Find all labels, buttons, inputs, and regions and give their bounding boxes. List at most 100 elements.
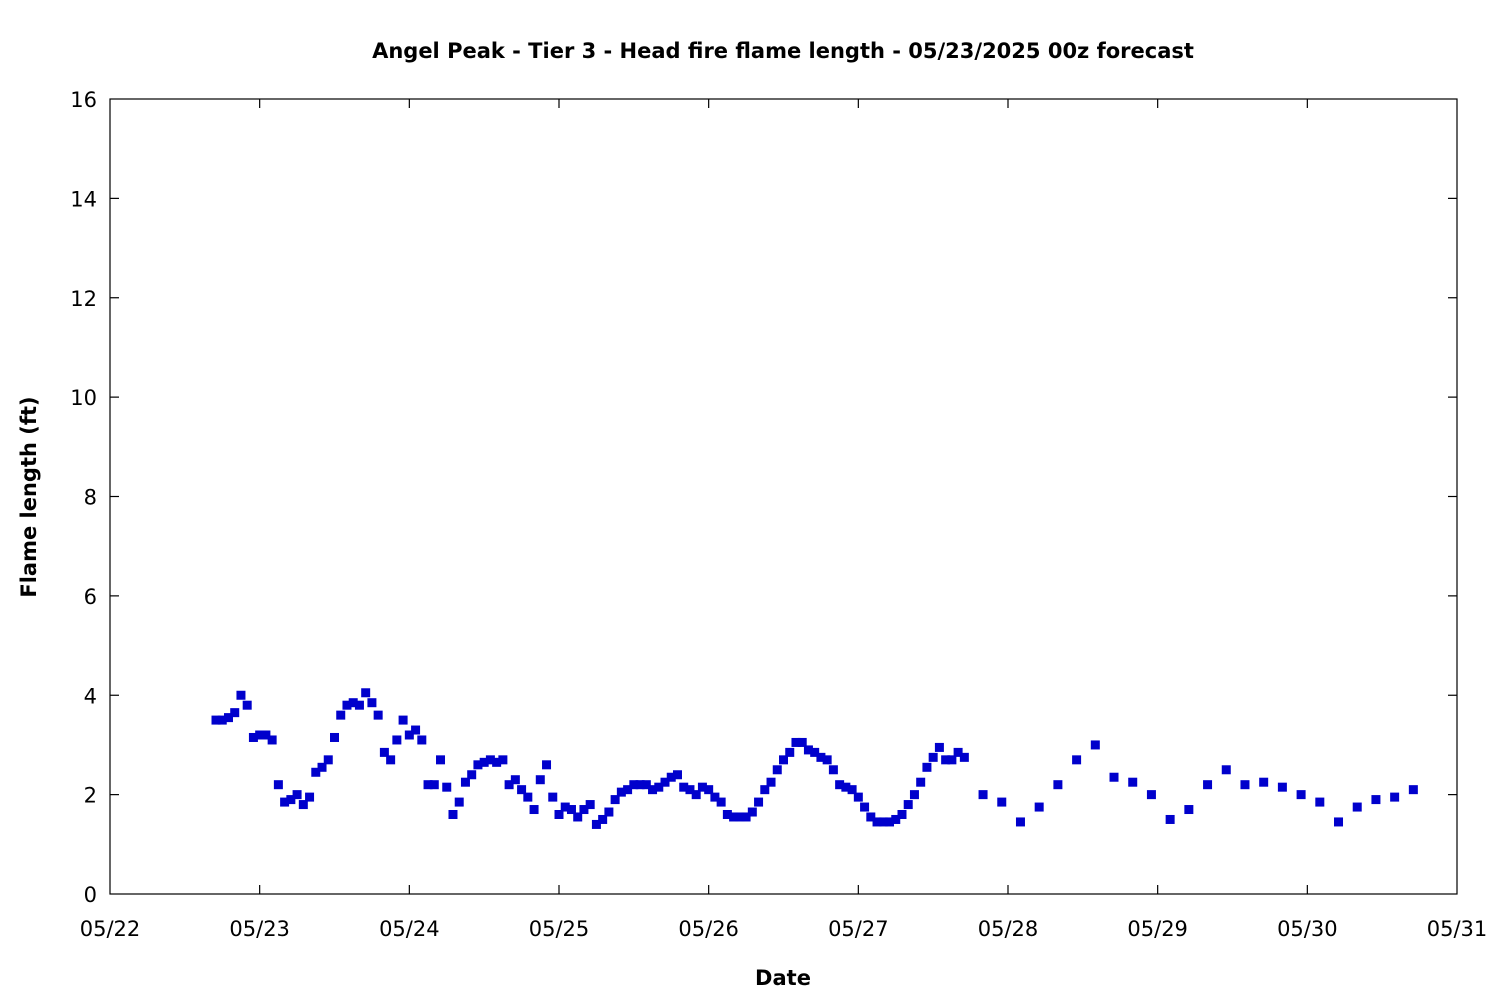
data-point: [641, 780, 651, 790]
data-point: [1240, 780, 1250, 790]
data-point: [928, 752, 938, 762]
data-point: [791, 737, 801, 747]
data-point: [280, 797, 290, 807]
data-point: [404, 730, 414, 740]
data-point: [959, 752, 969, 762]
data-point: [361, 688, 371, 698]
data-point: [953, 747, 963, 757]
data-point: [392, 735, 402, 745]
y-tick-label: 10: [70, 386, 97, 410]
x-tick-label: 05/28: [978, 917, 1039, 941]
data-point: [492, 757, 502, 767]
data-point: [223, 713, 233, 723]
data-point: [230, 708, 240, 718]
data-point: [1165, 814, 1175, 824]
axis-ticks: [110, 99, 1457, 894]
data-point: [604, 807, 614, 817]
x-tick-label: 05/26: [678, 917, 739, 941]
data-point: [741, 812, 751, 822]
data-point: [411, 725, 421, 735]
data-point: [853, 792, 863, 802]
data-point: [436, 755, 446, 765]
data-point: [591, 819, 601, 829]
data-point: [305, 792, 315, 802]
data-point: [1109, 772, 1119, 782]
data-point: [323, 755, 333, 765]
data-point: [1053, 780, 1063, 790]
data-point: [598, 814, 608, 824]
data-point: [903, 800, 913, 810]
data-point: [448, 810, 458, 819]
data-point: [891, 814, 901, 824]
data-point: [517, 785, 527, 795]
data-point: [1146, 790, 1156, 800]
y-tick-label: 16: [70, 88, 97, 112]
data-point: [766, 777, 776, 787]
x-tick-label: 05/30: [1277, 917, 1338, 941]
y-tick-label: 4: [84, 684, 97, 708]
data-point: [816, 752, 826, 762]
x-tick-label: 05/22: [80, 917, 141, 941]
data-point: [542, 760, 552, 770]
data-point: [523, 792, 533, 802]
data-point: [560, 802, 570, 812]
data-point: [760, 785, 770, 795]
data-point: [841, 782, 851, 792]
data-point: [704, 785, 714, 795]
data-point: [267, 735, 277, 745]
data-point: [1390, 792, 1400, 802]
data-point: [573, 812, 583, 822]
x-tick-label: 05/24: [379, 917, 440, 941]
x-axis-label: Date: [755, 966, 811, 990]
data-point: [242, 700, 252, 710]
data-point: [1034, 802, 1044, 812]
data-point: [273, 780, 283, 790]
data-point: [1184, 805, 1194, 815]
data-point: [1371, 795, 1381, 805]
data-point: [217, 715, 227, 725]
data-point: [1408, 785, 1418, 795]
data-point: [934, 742, 944, 752]
data-point: [417, 735, 427, 745]
y-tick-label: 2: [84, 784, 97, 808]
data-point: [460, 777, 470, 787]
data-point: [772, 765, 782, 775]
data-point: [585, 800, 595, 810]
data-point: [1277, 782, 1287, 792]
data-point: [485, 755, 495, 765]
data-point: [510, 775, 520, 785]
data-point: [529, 805, 539, 815]
data-point: [566, 805, 576, 815]
y-tick-label: 12: [70, 287, 97, 311]
data-point: [635, 780, 645, 790]
data-point: [729, 812, 739, 822]
data-point: [1203, 780, 1213, 790]
data-point: [616, 787, 626, 797]
data-point: [822, 755, 832, 765]
data-point: [398, 715, 408, 725]
data-point: [1315, 797, 1325, 807]
data-point: [803, 745, 813, 755]
data-point: [691, 790, 701, 800]
data-point: [847, 785, 857, 795]
data-point: [885, 817, 895, 827]
data-point: [298, 800, 308, 810]
data-point: [1090, 740, 1100, 750]
data-point: [504, 780, 514, 790]
data-point: [685, 785, 695, 795]
data-point: [922, 762, 932, 772]
data-point: [679, 782, 689, 792]
data-point: [672, 770, 682, 780]
data-point: [311, 767, 321, 777]
x-tick-label: 05/31: [1427, 917, 1488, 941]
data-point: [629, 780, 639, 790]
data-point: [735, 812, 745, 822]
data-point: [654, 782, 664, 792]
data-point: [941, 755, 951, 765]
data-point: [860, 802, 870, 812]
data-point: [866, 812, 876, 822]
data-point: [454, 797, 464, 807]
data-point: [785, 747, 795, 757]
